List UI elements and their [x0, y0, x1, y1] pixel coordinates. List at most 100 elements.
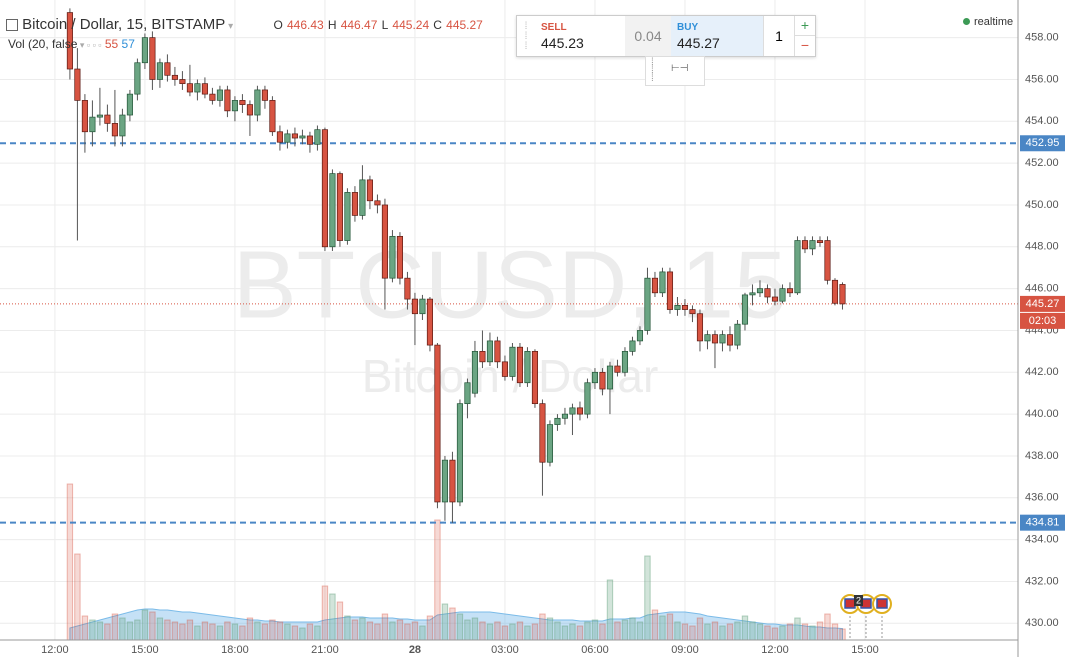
candle-body — [786, 288, 794, 294]
volume-bar — [269, 619, 276, 641]
volume-bar — [164, 619, 171, 641]
volume-bar — [831, 623, 839, 641]
x-tick-label: 06:00 — [581, 644, 609, 656]
buy-button[interactable]: BUY 445.27 — [671, 16, 763, 56]
volume-bar — [456, 613, 464, 641]
o-value: 446.43 — [286, 18, 324, 32]
event-flag — [876, 598, 888, 609]
volume-bar — [764, 625, 771, 641]
candle-body — [456, 403, 463, 503]
volume-bar — [569, 623, 576, 641]
candle-body — [411, 298, 418, 315]
volume-bar — [179, 623, 186, 641]
volume-bar — [396, 619, 404, 641]
volume-bar — [231, 623, 239, 641]
l-value: 445.24 — [392, 18, 430, 32]
volume-bar — [816, 621, 824, 641]
volume-bar — [134, 619, 141, 641]
x-tick-label: 15:00 — [851, 644, 879, 656]
minus-button[interactable]: − — [800, 37, 810, 53]
candle-body — [276, 131, 283, 143]
volume-bar — [576, 625, 584, 641]
plus-button[interactable]: + — [795, 16, 815, 36]
y-tick-label: 446.00 — [1025, 283, 1059, 295]
candle-body — [306, 135, 313, 145]
level-label: 452.95 — [1026, 137, 1060, 149]
volume-bar — [201, 621, 209, 641]
volume-bar — [554, 621, 561, 641]
quantity[interactable]: 1 — [763, 16, 794, 56]
candle-body — [171, 74, 178, 80]
candle-body — [314, 129, 321, 145]
volume-label[interactable]: Vol (20, false — [8, 37, 78, 51]
candle-body — [689, 309, 696, 315]
volume-bar — [726, 623, 734, 641]
volume-row: Vol (20, false ▾ ▫ ▫ ▫ 55 57 — [8, 37, 135, 51]
qty-stepper: + − — [794, 16, 815, 56]
trade-panel: ⁞ ⁞ ⁞ SELL 445.23 0.04 BUY 445.27 1 + − — [516, 15, 816, 57]
y-tick-label: 452.00 — [1025, 157, 1059, 169]
candle-body — [434, 344, 441, 503]
collapse-icon[interactable] — [6, 19, 18, 32]
volume-bar — [644, 555, 651, 641]
volume-bar — [156, 617, 164, 641]
volume-bar — [306, 623, 314, 641]
volume-bar — [651, 609, 659, 641]
candle-body — [419, 298, 426, 315]
candle-body — [801, 240, 809, 250]
volume-bar — [666, 613, 674, 641]
candle-body — [471, 351, 478, 394]
volume-bar — [111, 613, 119, 641]
volume-bar — [539, 613, 546, 641]
candle-body — [156, 62, 163, 80]
volume-bar — [209, 623, 216, 641]
event-badge: 2 — [856, 595, 861, 605]
candle-body — [111, 123, 118, 137]
symbol-title[interactable]: Bitcoin / Dollar, 15, BITSTAMP — [22, 16, 226, 33]
y-tick-label: 436.00 — [1025, 492, 1059, 504]
spread: 0.04 — [625, 16, 671, 56]
candle-body — [681, 305, 689, 310]
candle-body — [299, 135, 306, 139]
volume-bar — [366, 621, 374, 641]
volume-bar — [224, 621, 231, 641]
candle-body — [494, 340, 501, 363]
candle-body — [734, 323, 741, 346]
volume-bar — [621, 619, 629, 641]
sell-button[interactable]: SELL 445.23 — [535, 16, 625, 56]
volume-bar — [426, 615, 434, 641]
volume-bar — [681, 623, 689, 641]
candle-body — [426, 298, 433, 346]
candle-body — [749, 292, 756, 296]
volume-bar — [786, 623, 794, 641]
o-label: O — [273, 18, 283, 32]
x-tick-label: 03:00 — [491, 644, 519, 656]
status-text: realtime — [974, 16, 1014, 28]
candle-body — [584, 382, 591, 415]
volume-bar — [606, 579, 614, 641]
x-tick-label: 12:00 — [761, 644, 789, 656]
candle-body — [779, 288, 786, 302]
drag-handle[interactable]: ⁞ ⁞ ⁞ — [524, 21, 528, 52]
volume-bar — [434, 519, 441, 641]
volume-bar — [561, 625, 569, 641]
candle-body — [141, 37, 148, 64]
volume-bar — [141, 609, 149, 641]
volume-bar — [771, 627, 779, 641]
volume-bar — [389, 621, 396, 641]
volume-bar — [216, 625, 224, 641]
y-tick-label: 448.00 — [1025, 241, 1059, 253]
candle-body — [576, 407, 584, 415]
volume-bar — [119, 617, 126, 641]
volume-bar — [441, 603, 449, 641]
x-tick-label: 21:00 — [311, 644, 339, 656]
candle-body — [606, 365, 614, 390]
volume-ma-area — [69, 608, 843, 641]
candle-body — [269, 100, 276, 133]
candle-body — [104, 114, 111, 124]
candle-body — [741, 294, 749, 325]
volume-bar — [636, 621, 644, 641]
x-tick-label: 15:00 — [131, 644, 159, 656]
candle-body — [389, 235, 396, 279]
drawing-widget[interactable]: ⁞ ⁞ ⁞ ⊢⊣ — [645, 56, 705, 86]
